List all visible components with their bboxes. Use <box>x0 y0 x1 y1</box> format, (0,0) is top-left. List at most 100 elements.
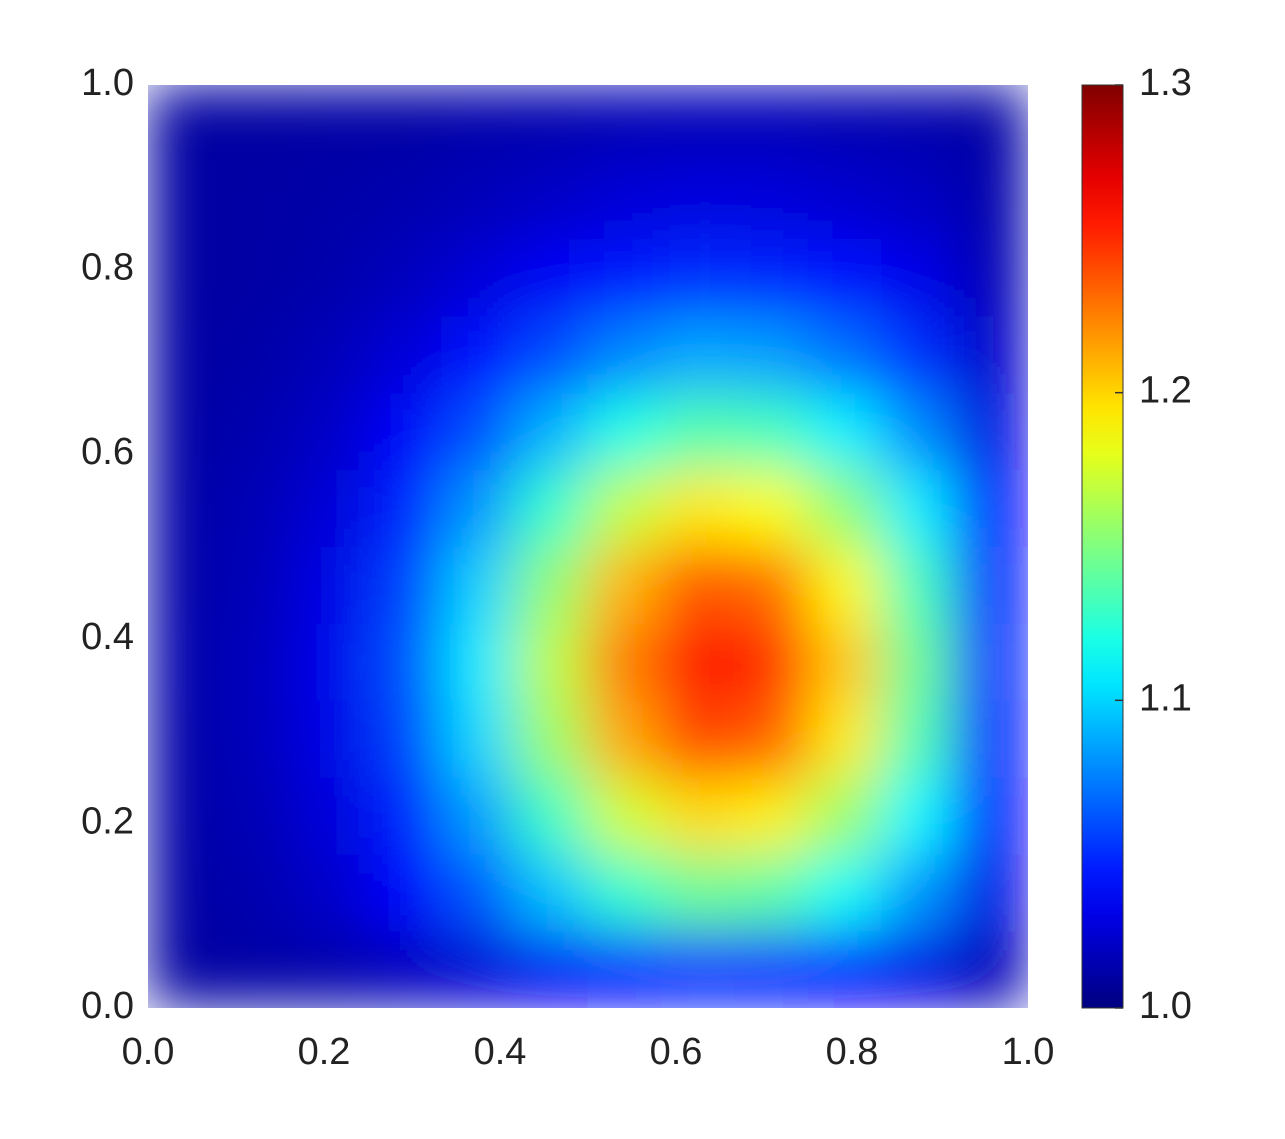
heatmap-cell <box>807 161 882 240</box>
heatmap-cell <box>807 623 882 701</box>
heatmap-cell <box>954 623 1028 701</box>
heatmap-cell <box>880 623 956 701</box>
heatmap-cell <box>148 238 222 317</box>
heatmap-cell <box>440 161 516 240</box>
heatmap-cell <box>514 315 589 394</box>
heatmap-cell <box>880 392 956 470</box>
x-tick-label: 0.8 <box>826 1031 879 1073</box>
heatmap-cell <box>148 468 222 547</box>
heatmap-cell <box>880 315 956 394</box>
heatmap-cell <box>954 392 1028 470</box>
heatmap-cell <box>587 238 662 317</box>
heatmap-cell <box>440 776 516 855</box>
heatmap-cell <box>220 85 296 163</box>
heatmap-cell <box>954 853 1028 932</box>
heatmap-cell <box>880 776 956 855</box>
x-tick-label: 0.2 <box>298 1031 351 1073</box>
heatmap-cell <box>880 85 956 163</box>
heatmap-cell <box>514 776 589 855</box>
heatmap-cell <box>587 930 662 1008</box>
heatmap-cell <box>294 930 369 1008</box>
x-tick-label: 0.0 <box>122 1031 175 1073</box>
heatmap-cell <box>440 546 516 625</box>
heatmap-cell <box>440 315 516 394</box>
y-tick-label: 0.6 <box>81 431 134 473</box>
heatmap-cell <box>587 161 662 240</box>
heatmap-cell <box>660 85 736 163</box>
heatmap-cell <box>220 392 296 470</box>
heatmap-cell <box>660 930 736 1008</box>
y-tick-label: 0.4 <box>81 616 134 658</box>
heatmap-cell <box>880 468 956 547</box>
heatmap-cell <box>514 853 589 932</box>
heatmap-cell <box>660 776 736 855</box>
heatmap-cell <box>734 315 809 394</box>
heatmap-cell <box>294 315 369 394</box>
heatmap-cell <box>880 238 956 317</box>
heatmap-cell <box>587 623 662 701</box>
heatmap-cell <box>734 85 809 163</box>
heatmap-cell <box>807 392 882 470</box>
heatmap-cell <box>294 392 369 470</box>
x-tick-label: 1.0 <box>1002 1031 1055 1073</box>
colorbar-tick-label: 1.2 <box>1139 370 1192 412</box>
heatmap-cell <box>954 468 1028 547</box>
y-tick-label: 1.0 <box>81 62 134 104</box>
heatmap-cell <box>660 623 736 701</box>
heatmap-cell <box>440 699 516 778</box>
heatmap-cell <box>294 623 369 701</box>
heatmap-cell <box>514 623 589 701</box>
heatmap-cell <box>954 238 1028 317</box>
heatmap-cell <box>880 546 956 625</box>
heatmap-cell <box>440 623 516 701</box>
heatmap-cell <box>514 546 589 625</box>
heatmap-cell <box>514 930 589 1008</box>
y-tick-label: 0.2 <box>81 800 134 842</box>
heatmap-cell <box>367 161 442 240</box>
heatmap-cell <box>148 930 222 1008</box>
heatmap-cell <box>807 546 882 625</box>
heatmap-cell <box>294 776 369 855</box>
heatmap-cell <box>367 85 442 163</box>
colorbar-tick-label: 1.1 <box>1139 677 1192 719</box>
heatmap-cell <box>807 85 882 163</box>
heatmap-cell <box>148 546 222 625</box>
colorbar-tick-label: 1.0 <box>1139 985 1192 1027</box>
heatmap-cell <box>734 546 809 625</box>
heatmap-cell <box>294 546 369 625</box>
heatmap-cell <box>734 468 809 547</box>
heatmap-cell <box>294 238 369 317</box>
heatmap-cell <box>734 853 809 932</box>
heatmap-cell <box>294 468 369 547</box>
heatmap-cell <box>367 468 442 547</box>
heatmap-cell <box>660 699 736 778</box>
heatmap-cell <box>587 85 662 163</box>
heatmap-cell <box>514 85 589 163</box>
heatmap-cell <box>807 853 882 932</box>
heatmap-cell <box>660 161 736 240</box>
heatmap-cell <box>734 392 809 470</box>
x-tick-label: 0.6 <box>650 1031 703 1073</box>
heatmap-cell <box>220 930 296 1008</box>
heatmap-cell <box>587 776 662 855</box>
heatmap-cell <box>660 315 736 394</box>
colorbar <box>1081 84 1124 1009</box>
heatmap-cell <box>294 161 369 240</box>
y-tick-label: 0.8 <box>81 247 134 289</box>
heatmap-cell <box>514 161 589 240</box>
heatmap-cell <box>440 238 516 317</box>
heatmap-cell <box>807 468 882 547</box>
heatmap-cell <box>954 161 1028 240</box>
heatmap-cell <box>587 468 662 547</box>
heatmap-cell <box>734 930 809 1008</box>
x-tick-label: 0.4 <box>474 1031 527 1073</box>
heatmap-cell <box>294 85 369 163</box>
heatmap-cell <box>807 930 882 1008</box>
heatmap-cell <box>734 699 809 778</box>
heatmap-cell <box>367 699 442 778</box>
heatmap-cell <box>367 546 442 625</box>
heatmap-cell <box>880 161 956 240</box>
heatmap-cell <box>954 699 1028 778</box>
heatmap-cell <box>880 699 956 778</box>
